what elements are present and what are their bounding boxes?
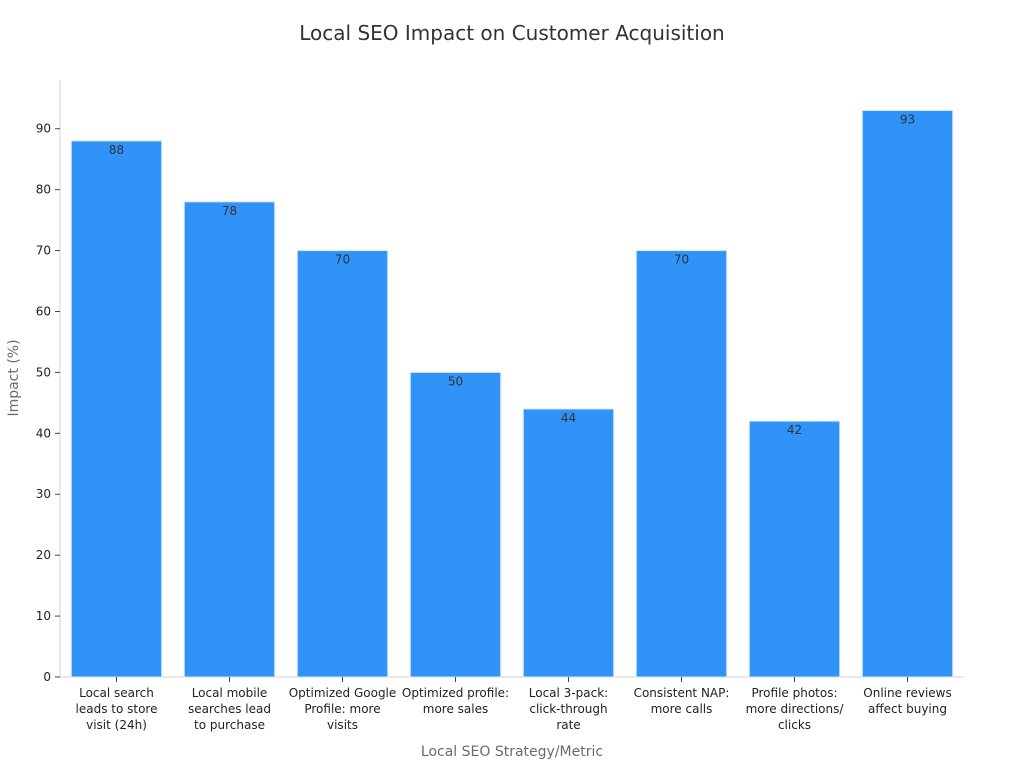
x-tick-label-line: Profile photos: [751, 686, 837, 700]
x-axis-title: Local SEO Strategy/Metric [421, 744, 603, 760]
y-tick-label: 70 [36, 244, 51, 258]
x-tick-label-line: Profile: more [304, 702, 380, 716]
x-tick-label-line: visit (24h) [86, 718, 147, 732]
y-tick-label: 90 [36, 122, 51, 136]
x-tick-label-line: affect buying [868, 702, 947, 716]
x-tick-label-line: Optimized Google [289, 686, 397, 700]
x-tick-label-line: visits [327, 718, 358, 732]
x-tick-label-line: Local 3-pack: [529, 686, 608, 700]
x-tick-label-line: rate [556, 718, 580, 732]
data-label: 70 [335, 253, 350, 267]
y-tick-label: 80 [36, 183, 51, 197]
bar [409, 371, 502, 678]
y-tick-label: 30 [36, 487, 51, 501]
data-label: 50 [448, 374, 463, 388]
y-tick-label: 40 [36, 426, 51, 440]
y-tick-label: 60 [36, 304, 51, 318]
x-tick-label-line: Consistent NAP: [634, 686, 730, 700]
x-tick-label-line: Optimized profile: [402, 686, 509, 700]
data-label: 88 [109, 143, 124, 157]
y-axis-title: Impact (%) [6, 339, 22, 416]
data-label: 44 [561, 411, 576, 425]
y-tick-label: 20 [36, 548, 51, 562]
x-tick-label-line: click-through [529, 702, 607, 716]
data-label: 70 [674, 253, 689, 267]
x-tick-label-line: more sales [423, 702, 488, 716]
x-tick-label-line: Local mobile [192, 686, 268, 700]
x-tick-label: Optimized profile: more sales [402, 686, 509, 716]
x-tick-label-line: to purchase [194, 718, 265, 732]
x-tick-label: Profile photos: more directions/clicks [746, 686, 845, 732]
x-tick-label-line: leads to store [76, 702, 158, 716]
y-tick-label: 50 [36, 365, 51, 379]
bar [748, 420, 841, 678]
x-tick-label: Optimized Google Profile: more visits [289, 686, 397, 732]
bar [861, 109, 954, 678]
x-tick-label: Local 3-pack: click-through rate [529, 686, 608, 732]
data-label: 42 [787, 423, 802, 437]
bar [296, 250, 389, 678]
x-tick-label-line: more directions/ [746, 702, 845, 716]
x-tick-label: Local search leads to store visit (24h) [76, 686, 158, 732]
bar [183, 201, 276, 678]
data-label: 93 [900, 112, 915, 126]
plot-area: 0 10 20 30 40 50 60 70 80 90 88 Local search leads t… [36, 80, 964, 732]
x-tick-label-line: searches lead [188, 702, 271, 716]
x-tick-label: Online reviews affect buying [863, 686, 951, 716]
x-tick-label-line: more calls [651, 702, 713, 716]
x-tick-label: Consistent NAP: more calls [634, 686, 730, 716]
bar [70, 140, 163, 678]
bar [522, 408, 615, 678]
x-tick-label: Local mobile searches lead to purchase [188, 686, 271, 732]
x-tick-label-line: clicks [778, 718, 811, 732]
data-label: 78 [222, 204, 237, 218]
chart-title: Local SEO Impact on Customer Acquisition [299, 21, 724, 45]
y-tick-label: 10 [36, 609, 51, 623]
x-tick-label-line: Local search [79, 686, 154, 700]
x-tick-label-line: Online reviews [863, 686, 951, 700]
bar [635, 250, 728, 678]
y-tick-label: 0 [43, 670, 51, 684]
